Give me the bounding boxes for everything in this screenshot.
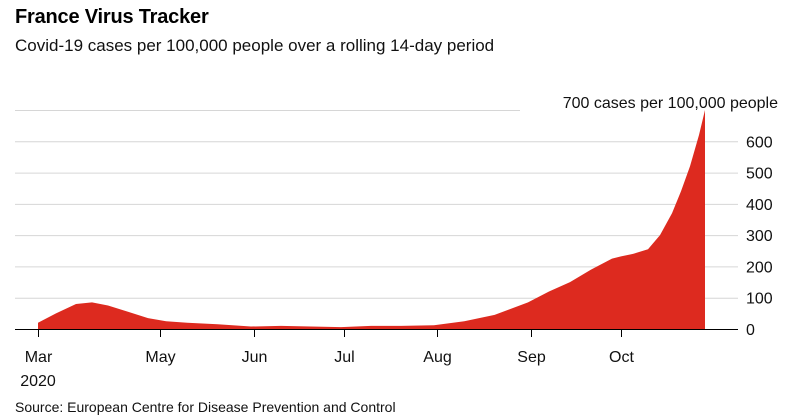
cases-area	[38, 110, 705, 329]
y-tick-label: 400	[746, 197, 773, 214]
x-tick-label: Jul	[334, 349, 354, 366]
y-tick-label: 600	[746, 134, 773, 151]
x-tick-label: Sep	[517, 349, 546, 366]
y-tick-label: 0	[746, 322, 755, 339]
y-tick-label: 300	[746, 228, 773, 245]
x-tick-label: May	[145, 349, 175, 366]
x-tick-label: Aug	[423, 349, 451, 366]
chart-subtitle: Covid-19 cases per 100,000 people over a…	[15, 36, 495, 55]
y-tick-label: 500	[746, 166, 773, 183]
y-axis: 0 100 200 300 400 500 600	[746, 134, 773, 339]
peak-annotation: 700 cases per 100,000 people	[563, 95, 778, 112]
x-tick-label: Oct	[609, 349, 634, 366]
x-year-label: 2020	[20, 373, 56, 390]
x-tick-label: Jun	[242, 349, 268, 366]
source-note: Source: European Centre for Disease Prev…	[15, 399, 396, 415]
y-tick-label: 100	[746, 291, 773, 308]
x-tick-label: Mar	[25, 349, 53, 366]
y-tick-label: 200	[746, 259, 773, 276]
chart-title: France Virus Tracker	[15, 6, 209, 28]
x-axis: Mar May Jun Jul Aug Sep Oct	[25, 329, 635, 366]
